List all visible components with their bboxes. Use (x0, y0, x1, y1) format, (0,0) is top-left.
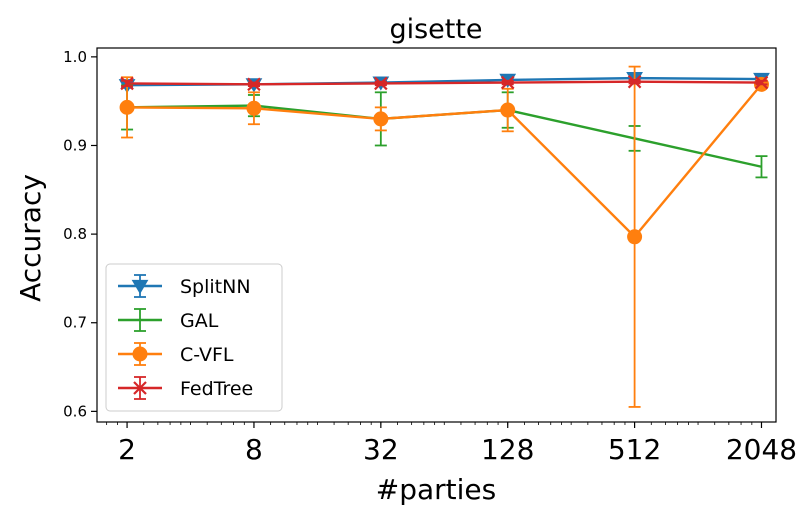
marker-stroke (133, 381, 147, 395)
data-point (500, 75, 515, 90)
series-gal (121, 84, 768, 179)
data-point (754, 75, 769, 90)
data-point (374, 76, 388, 91)
y-tick-label: 0.9 (63, 136, 87, 154)
series-line (127, 83, 763, 239)
data-point (246, 100, 262, 116)
marker-stroke (247, 77, 261, 92)
legend-marker (131, 279, 149, 295)
data-point (247, 77, 261, 92)
legend-label: SplitNN (180, 276, 251, 298)
legend-marker (132, 346, 148, 362)
data-point (627, 74, 642, 89)
series-fedtree (120, 74, 769, 92)
y-axis-label: Accuracy (14, 174, 47, 302)
legend-item-gal: GAL (118, 308, 219, 332)
legend-item-splitnn: SplitNN (118, 274, 251, 298)
data-point (373, 111, 389, 127)
x-tick-label: 8 (245, 433, 263, 466)
marker-stroke (120, 76, 134, 91)
series-line (127, 80, 762, 86)
legend-item-c-vfl: C-VFL (118, 342, 234, 366)
legend-box (105, 263, 283, 412)
x-tick-label: 32 (363, 433, 399, 466)
legend-label: C-VFL (180, 344, 234, 366)
x-tick-label: 2 (118, 433, 136, 466)
plot-frame (96, 47, 777, 423)
marker-stroke (374, 76, 388, 91)
legend-marker (133, 381, 147, 395)
legend-item-fedtree: FedTree (118, 376, 253, 400)
x-tick-label: 128 (481, 433, 534, 466)
marker-stroke (754, 75, 769, 90)
data-point (500, 102, 516, 118)
legend: SplitNN GAL C-VFL FedTree (105, 263, 283, 412)
legend-label: FedTree (180, 378, 253, 400)
marker-stroke (627, 74, 642, 89)
marker-stroke (500, 75, 515, 90)
y-tick-label: 0.8 (63, 225, 87, 243)
data-point (119, 99, 135, 115)
y-tick-label: 0.7 (63, 314, 87, 332)
chart-title: gisette (389, 14, 482, 45)
data-point (120, 76, 134, 91)
x-axis-label: #parties (376, 473, 496, 506)
y-tick-label: 1.0 (63, 48, 87, 66)
legend-label: GAL (180, 310, 219, 332)
data-point (627, 229, 643, 245)
y-tick-label: 0.6 (63, 402, 87, 420)
x-tick-label: 2048 (726, 433, 797, 466)
x-tick-label: 512 (608, 433, 661, 466)
